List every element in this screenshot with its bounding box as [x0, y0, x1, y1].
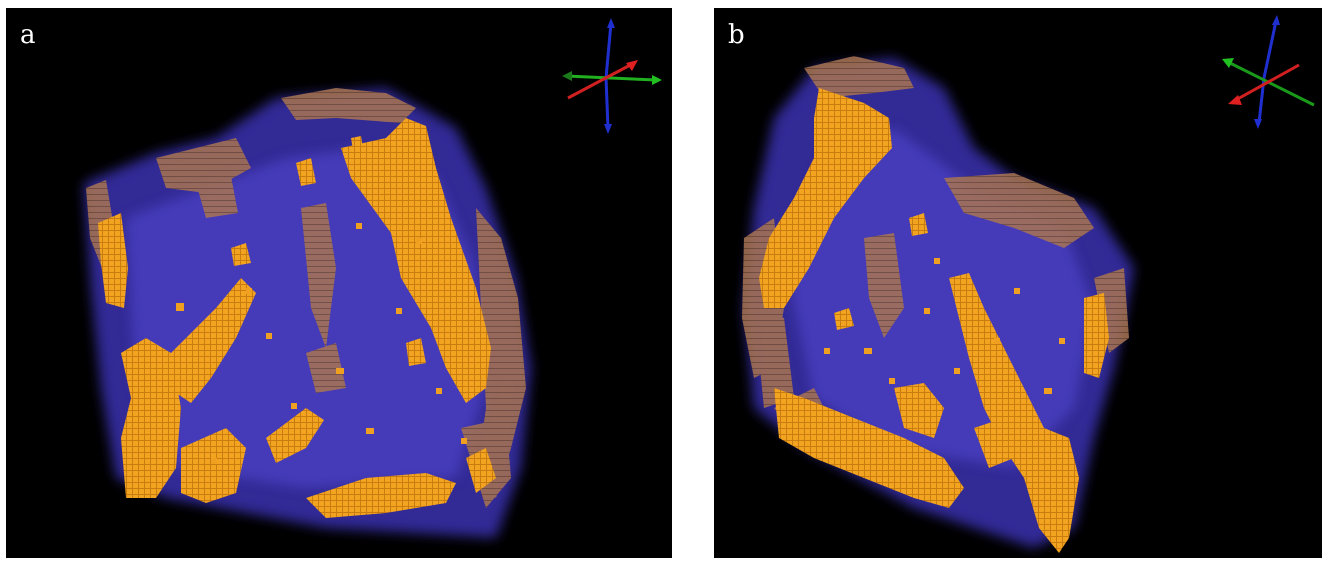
orange-specks — [176, 223, 467, 464]
panel-label-a: a — [20, 20, 36, 50]
panel-b: b — [714, 8, 1322, 558]
orientation-axes-icon — [562, 18, 662, 134]
orientation-axes-icon — [1222, 15, 1315, 129]
panel-a: a — [6, 8, 672, 558]
panel-label-b: b — [728, 20, 745, 50]
brown-phase — [86, 88, 526, 508]
orange-phase — [759, 88, 1109, 553]
orange-specks — [824, 258, 1065, 394]
volume-render-b — [742, 56, 1134, 553]
volume-render-a — [84, 88, 531, 538]
orange-phase — [98, 118, 496, 518]
brown-phase — [742, 56, 1129, 433]
